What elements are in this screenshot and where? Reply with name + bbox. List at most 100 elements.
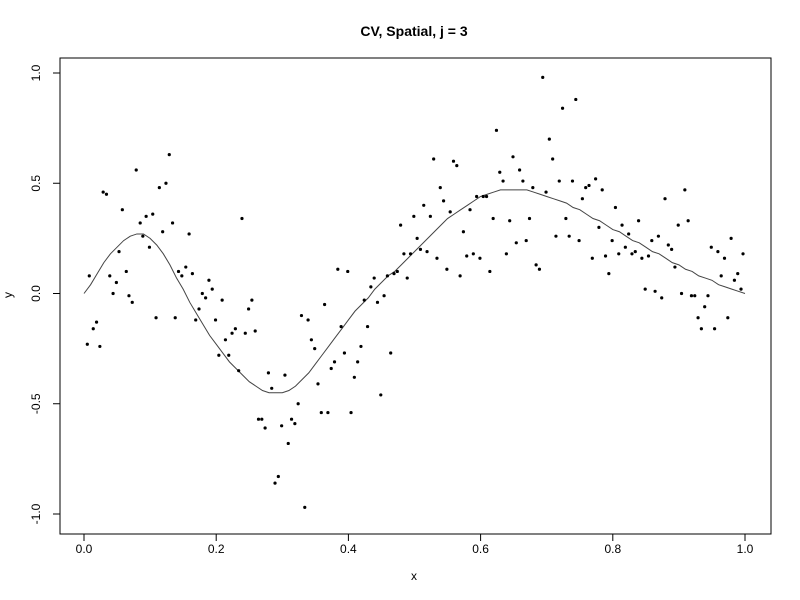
scatter-point-41: [220, 298, 224, 302]
scatter-point-161: [617, 252, 621, 256]
scatter-point-82: [356, 360, 360, 364]
scatter-point-66: [303, 505, 307, 509]
scatter-point-14: [130, 300, 134, 304]
scatter-point-87: [372, 276, 376, 280]
scatter-point-176: [666, 243, 670, 247]
scatter-point-183: [689, 294, 694, 298]
scatter-point-23: [161, 230, 165, 234]
scatter-point-92: [389, 351, 393, 355]
scatter-point-34: [197, 307, 201, 311]
scatter-point-54: [263, 426, 267, 430]
scatter-point-160: [613, 205, 618, 210]
scatter-point-136: [534, 263, 538, 267]
scatter-point-170: [646, 254, 651, 258]
scatter-point-27: [173, 316, 177, 320]
scatter-point-112: [455, 164, 459, 168]
scatter-point-24: [164, 181, 168, 185]
scatter-point-50: [250, 298, 254, 302]
scatter-point-199: [741, 252, 745, 256]
scatter-point-42: [223, 338, 228, 342]
scatter-point-88: [375, 300, 380, 304]
scatter-point-86: [369, 285, 373, 289]
scatter-point-140: [547, 137, 551, 141]
scatter-point-122: [488, 269, 492, 274]
scatter-point-123: [491, 216, 495, 221]
scatter-point-172: [653, 289, 657, 293]
scatter-point-97: [405, 276, 409, 280]
scatter-point-126: [501, 179, 505, 183]
scatter-point-155: [597, 225, 601, 229]
scatter-point-180: [679, 291, 684, 296]
scatter-point-106: [435, 256, 439, 260]
scatter-point-137: [537, 267, 542, 271]
scatter-point-144: [560, 106, 565, 110]
scatter-point-131: [518, 168, 522, 172]
chart-title: CV, Spatial, j = 3: [360, 23, 467, 39]
scatter-point-175: [663, 197, 667, 201]
scatter-point-165: [630, 252, 634, 256]
scatter-point-96: [402, 252, 406, 256]
scatter-point-149: [577, 238, 581, 243]
scatter-point-178: [673, 265, 677, 269]
scatter-point-70: [316, 382, 320, 386]
y-tick-label-4: 1.0: [29, 64, 43, 81]
scatter-point-186: [699, 327, 703, 331]
scatter-point-157: [603, 254, 608, 258]
scatter-point-135: [531, 186, 535, 190]
scatter-point-5: [101, 190, 105, 194]
scatter-point-168: [640, 256, 644, 260]
scatter-point-48: [243, 331, 247, 335]
scatter-point-8: [111, 291, 115, 296]
x-tick-label-3: 0.6: [472, 542, 489, 556]
scatter-points: [85, 75, 745, 509]
scatter-point-2: [91, 327, 95, 331]
scatter-point-115: [465, 254, 469, 258]
y-tick-label-0: -1.0: [29, 503, 43, 524]
scatter-point-195: [729, 236, 733, 240]
scatter-point-30: [184, 265, 188, 269]
scatter-point-143: [557, 179, 561, 183]
scatter-point-105: [432, 157, 436, 161]
scatter-point-128: [508, 219, 512, 223]
scatter-point-194: [726, 316, 730, 320]
scatter-point-35: [200, 291, 204, 296]
scatter-point-169: [643, 287, 647, 291]
scatter-point-68: [309, 338, 313, 342]
fit-curve: [83, 189, 746, 394]
scatter-point-38: [210, 287, 214, 291]
scatter-point-113: [458, 274, 462, 278]
scatter-point-190: [712, 327, 717, 331]
scatter-point-0: [85, 342, 89, 346]
scatter-point-6: [104, 192, 109, 196]
scatter-point-151: [584, 186, 588, 190]
scatter-point-171: [650, 238, 654, 243]
y-tick-label-3: 0.5: [29, 175, 43, 192]
scatter-point-11: [120, 208, 124, 212]
scatter-point-25: [167, 152, 171, 157]
scatter-point-148: [574, 97, 578, 102]
scatter-point-116: [468, 208, 472, 212]
x-axis-label: x: [411, 569, 417, 583]
scatter-point-147: [570, 179, 575, 183]
y-axis-label: y: [1, 292, 15, 298]
scatter-point-40: [217, 353, 221, 357]
scatter-point-18: [144, 214, 148, 218]
scatter-point-132: [521, 179, 525, 183]
scatter-point-101: [418, 247, 423, 251]
scatter-point-22: [157, 186, 161, 190]
scatter-point-103: [425, 250, 429, 254]
scatter-point-37: [207, 278, 211, 282]
scatter-point-32: [190, 272, 194, 276]
scatter-point-163: [623, 245, 627, 249]
scatter-point-90: [382, 294, 386, 298]
scatter-point-19: [147, 245, 152, 249]
scatter-point-62: [289, 417, 294, 421]
scatter-point-192: [719, 274, 723, 278]
scatter-point-57: [273, 481, 277, 485]
scatter-point-98: [408, 252, 413, 256]
scatter-point-109: [445, 267, 449, 271]
scatter-point-127: [504, 252, 508, 256]
scatter-point-1: [87, 274, 91, 278]
scatter-point-189: [709, 245, 713, 249]
